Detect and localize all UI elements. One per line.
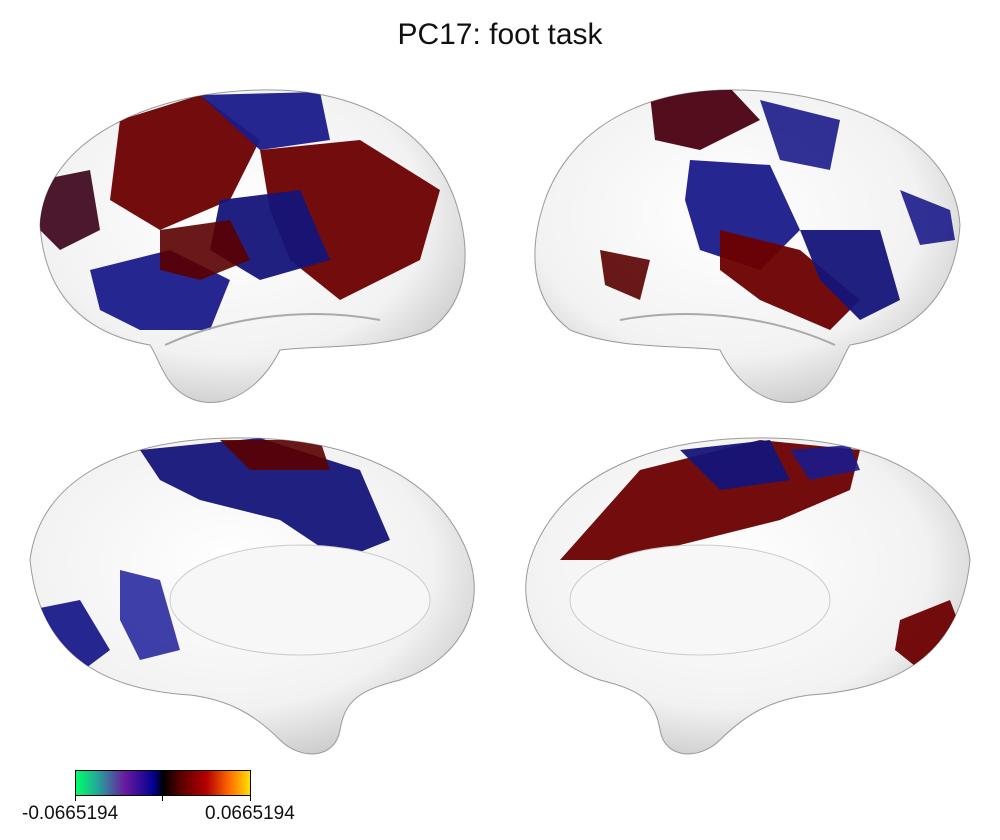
colorbar-gradient [75,770,251,796]
colorbar-tick-zero [162,796,163,801]
right-medial-brain [525,437,971,755]
figure-title: PC17: foot task [397,18,603,51]
colorbar-tick-min [75,796,76,801]
left-medial-brain [29,437,475,755]
colorbar [75,770,251,801]
colorbar-tick-max [250,796,251,801]
colorbar-min-label: -0.0665194 [22,803,119,824]
left-lateral-brain [39,89,466,404]
colorbar-max-label: 0.0665194 [205,803,295,824]
right-lateral-brain [534,89,961,404]
